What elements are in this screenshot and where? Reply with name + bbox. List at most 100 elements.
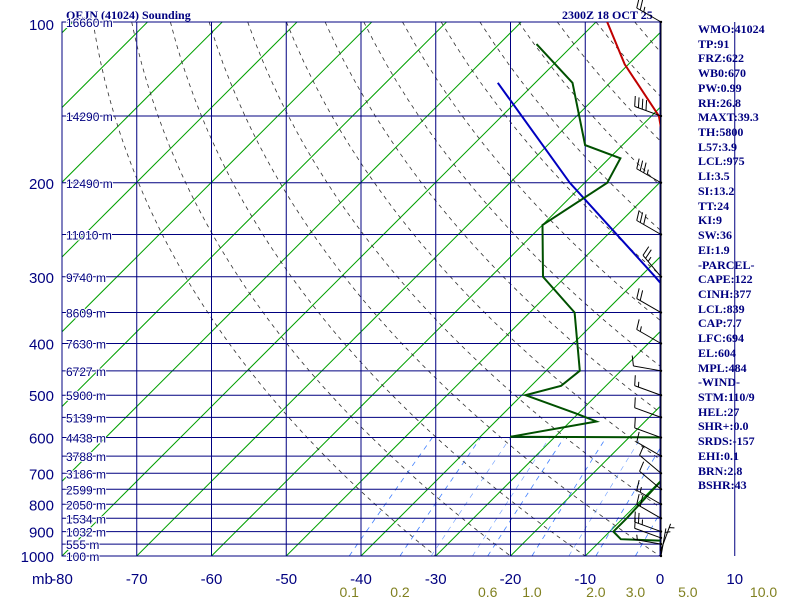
mixing-ratio-label: 0.2	[390, 584, 410, 600]
dry-adiabat-lines	[92, 22, 660, 556]
wind-barb-feather	[636, 158, 640, 169]
wind-barb-feather	[634, 375, 636, 386]
height-label: 2050 m	[66, 498, 106, 512]
temperature-tick-label: -10	[574, 571, 596, 588]
wind-barb-staff	[634, 105, 662, 117]
mixing-ratio-line	[472, 437, 550, 556]
index-item: EI:1.9	[698, 242, 730, 257]
height-label: 16660 m	[66, 16, 113, 30]
dry-adiabat-line	[170, 22, 586, 556]
wind-barb-base	[659, 503, 663, 506]
index-item: -PARCEL-	[698, 257, 755, 272]
wind-barb-feather	[634, 511, 636, 523]
wind-barb-base	[659, 233, 663, 236]
isotherm-line	[62, 22, 373, 333]
wind-barb-half-feather	[636, 534, 638, 540]
pressure-axis-label: mb	[32, 571, 53, 588]
wind-barb-feather	[639, 445, 645, 456]
wind-barb-feather	[645, 249, 652, 259]
wind-barb-staff	[639, 454, 662, 474]
dry-adiabat-line	[208, 22, 660, 556]
wind-barb	[659, 523, 675, 552]
wind-barb	[633, 534, 663, 546]
wind-barb-feather	[636, 319, 640, 330]
wind-barb	[636, 431, 663, 458]
height-label: 5139 m	[66, 411, 106, 425]
wind-barb	[636, 319, 663, 345]
index-item: SRDS:-157	[698, 434, 755, 449]
mixing-ratio-label: 3.0	[626, 584, 646, 600]
wind-barb-staff	[634, 427, 662, 439]
index-item: LCL:975	[698, 154, 745, 169]
mixing-ratio-line	[430, 437, 511, 556]
index-item: LFC:694	[698, 331, 744, 346]
isotherm-line	[62, 22, 447, 408]
wind-barb	[639, 461, 663, 491]
height-label: 7630 m	[66, 338, 106, 352]
wind-barb-feather	[639, 212, 644, 223]
index-item: RH:26.8	[698, 95, 741, 110]
wind-barb-base	[659, 369, 663, 373]
wind-barb-base	[659, 488, 663, 491]
index-item: TT:24	[698, 198, 730, 213]
wind-barb	[634, 397, 663, 419]
index-item: TP:91	[698, 36, 730, 51]
index-item: HEL:27	[698, 404, 740, 419]
wind-barb-feather	[636, 288, 640, 299]
wind-barb	[634, 375, 663, 397]
temperature-tick-label: -20	[500, 571, 522, 588]
wind-barb-feather	[643, 214, 647, 225]
temperature-tick-label: -80	[51, 571, 73, 588]
wind-barb-base	[659, 311, 663, 314]
height-label: 3788 m	[66, 450, 106, 464]
index-item: SHR+:0.0	[698, 419, 749, 434]
wind-barb-base	[659, 275, 663, 278]
mixing-ratio-line	[568, 437, 642, 556]
index-item: L57:3.9	[698, 139, 737, 154]
sounding-profiles	[496, 22, 660, 542]
isotherm-line	[62, 22, 223, 183]
dry-adiabat-line	[131, 22, 511, 556]
mixing-ratio-line	[764, 438, 800, 557]
wind-barb-base	[659, 536, 663, 540]
wind-barb-staff	[636, 329, 662, 344]
index-item: CINH:377	[698, 286, 752, 301]
height-label: 9740 m	[66, 271, 106, 285]
dry-adiabat-line	[92, 22, 437, 556]
mixing-ratio-line	[595, 447, 660, 556]
wind-barb	[636, 210, 663, 236]
wind-barb-base	[659, 181, 663, 184]
wind-barb-base	[659, 114, 663, 118]
index-item: LI:3.5	[698, 169, 730, 184]
height-label: 4438 m	[66, 432, 106, 446]
index-item: BSHR:43	[698, 478, 747, 493]
wind-barb-base	[659, 548, 663, 552]
height-label: 11010 m	[66, 228, 112, 242]
isobar-grid	[61, 21, 736, 557]
wind-barb	[636, 494, 663, 520]
index-list: WMO:41024 TP:91 FRZ:622 WB0:670 PW:0.99 RH:26…	[698, 22, 765, 493]
sounding-date: 2300Z 18 OCT 25	[562, 8, 653, 22]
wind-barb-feather	[639, 496, 644, 507]
pressure-tick-label: 600	[29, 431, 54, 448]
index-item: -WIND-	[698, 375, 740, 390]
index-item: FRZ:622	[698, 51, 744, 66]
index-item: MPL:484	[698, 360, 747, 375]
pressure-tick-label: 200	[29, 176, 54, 193]
index-item: WMO:41024	[698, 22, 765, 36]
wind-barb	[636, 288, 663, 314]
parcel-trace	[496, 82, 660, 285]
wind-barb-feather	[636, 431, 640, 443]
index-item: PW:0.99	[698, 80, 742, 95]
height-label: 2599 m	[66, 483, 106, 497]
isotherm-line	[435, 331, 660, 556]
height-label: 1032 m	[66, 526, 106, 540]
wind-barb-half-feather	[647, 256, 652, 262]
wind-barb-base	[659, 517, 663, 520]
wind-barb-half-feather	[639, 326, 642, 332]
index-item: WB0:670	[698, 66, 746, 81]
wind-barb-base	[659, 454, 663, 458]
index-item: EHI:0.1	[698, 448, 740, 463]
wind-barb-staff	[634, 527, 662, 539]
wind-barb-staff	[642, 255, 662, 278]
